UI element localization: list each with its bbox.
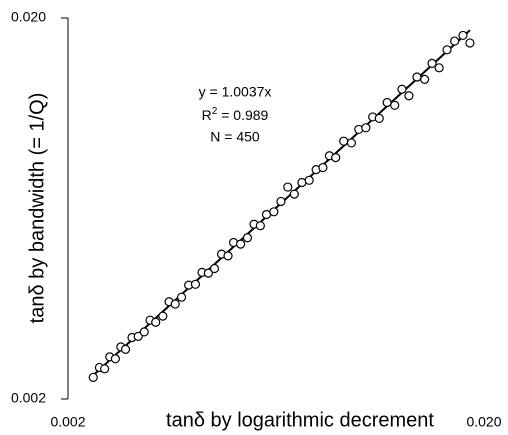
point	[420, 74, 430, 84]
x-axis-label: tanδ by logarithmic decrement	[166, 409, 434, 431]
point	[318, 162, 328, 173]
point	[158, 311, 168, 321]
point	[412, 72, 422, 82]
point	[269, 207, 279, 217]
point	[276, 196, 286, 207]
point	[255, 221, 265, 231]
y-tick-label: 0.002	[11, 390, 46, 406]
point	[100, 364, 110, 374]
point	[283, 182, 293, 192]
point	[223, 251, 233, 261]
point	[151, 317, 161, 327]
r-squared: R2 = 0.989	[202, 106, 269, 123]
point	[203, 268, 213, 278]
point	[450, 36, 460, 46]
point	[236, 239, 246, 249]
point	[133, 331, 143, 341]
n-count: N = 450	[210, 129, 260, 145]
point	[209, 263, 220, 274]
point	[304, 175, 314, 185]
equation: y = 1.0037x	[199, 84, 272, 100]
point	[139, 327, 149, 337]
x-tick-label: 0.020	[466, 414, 501, 430]
point	[427, 58, 437, 69]
point	[190, 279, 201, 289]
point	[176, 292, 187, 302]
point	[346, 138, 356, 148]
point	[361, 123, 371, 133]
x-tick-label: 0.002	[50, 414, 85, 430]
point	[434, 63, 444, 73]
point	[339, 136, 349, 146]
r2-base: R	[202, 107, 212, 123]
point	[465, 38, 475, 48]
point	[289, 189, 299, 199]
point	[242, 233, 253, 243]
point	[404, 91, 414, 101]
r2-rest: = 0.989	[217, 107, 268, 123]
point	[397, 84, 407, 94]
y-axis-label: tanδ by bandwidth (= 1/Q)	[26, 93, 48, 324]
point	[390, 100, 400, 110]
point	[331, 153, 341, 163]
point	[88, 372, 98, 382]
point	[374, 113, 384, 124]
r2-sup: 2	[212, 106, 218, 117]
point	[110, 354, 121, 364]
point	[382, 97, 392, 108]
y-tick-label: 0.020	[11, 9, 46, 25]
point	[442, 45, 452, 55]
point	[458, 30, 468, 41]
point	[170, 299, 180, 309]
point	[120, 344, 131, 354]
